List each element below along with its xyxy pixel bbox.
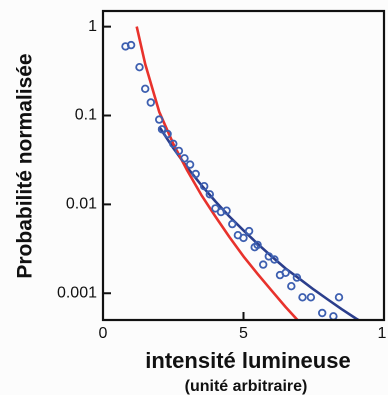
x-tick-label: 1 [378, 325, 387, 342]
x-tick-label: 0 [99, 325, 108, 342]
data-point [126, 40, 136, 50]
x-axis-subtitle: (unité arbitraire) [185, 378, 308, 395]
data-point [244, 226, 254, 236]
data-point [228, 219, 237, 229]
plot-frame [101, 9, 386, 322]
data-point [253, 240, 262, 250]
data-point [270, 255, 279, 264]
data-point [163, 129, 172, 139]
x-axis-title: intensité lumineuse [145, 348, 350, 373]
data-point [222, 206, 231, 215]
data-point [329, 312, 338, 320]
data-point [174, 146, 184, 156]
data-point [306, 293, 316, 302]
data-point [146, 98, 155, 107]
data-point [318, 308, 327, 318]
data-point [185, 160, 195, 169]
data-point [140, 84, 150, 93]
data-point [157, 125, 167, 134]
x-axis: 0 5 1 [99, 312, 387, 342]
data-point [239, 233, 248, 243]
data-point [205, 190, 214, 199]
y-tick-label: 0.1 [75, 107, 97, 124]
y-tick-label: 1 [88, 18, 97, 35]
data-point [292, 273, 302, 282]
y-axis: 1 0.1 0.01 0.001 [57, 18, 111, 301]
y-tick-label: 0.001 [57, 284, 97, 301]
data-point [334, 293, 344, 302]
data-point [180, 154, 189, 163]
y-tick-label: 0.01 [66, 196, 97, 213]
data-point [259, 260, 268, 269]
data-point [281, 268, 290, 277]
data-point [199, 181, 209, 191]
data-point [287, 282, 296, 291]
fit-curve-blue [158, 125, 362, 320]
data-point [298, 293, 307, 302]
data-point [211, 204, 220, 213]
data-point [169, 139, 178, 148]
y-axis-title: Probabilité normalisée [14, 53, 37, 278]
x-tick-label: 5 [239, 325, 248, 342]
data-point [154, 115, 164, 124]
data-point [135, 62, 144, 72]
fit-curve-red [135, 26, 300, 320]
data-point [191, 169, 200, 179]
